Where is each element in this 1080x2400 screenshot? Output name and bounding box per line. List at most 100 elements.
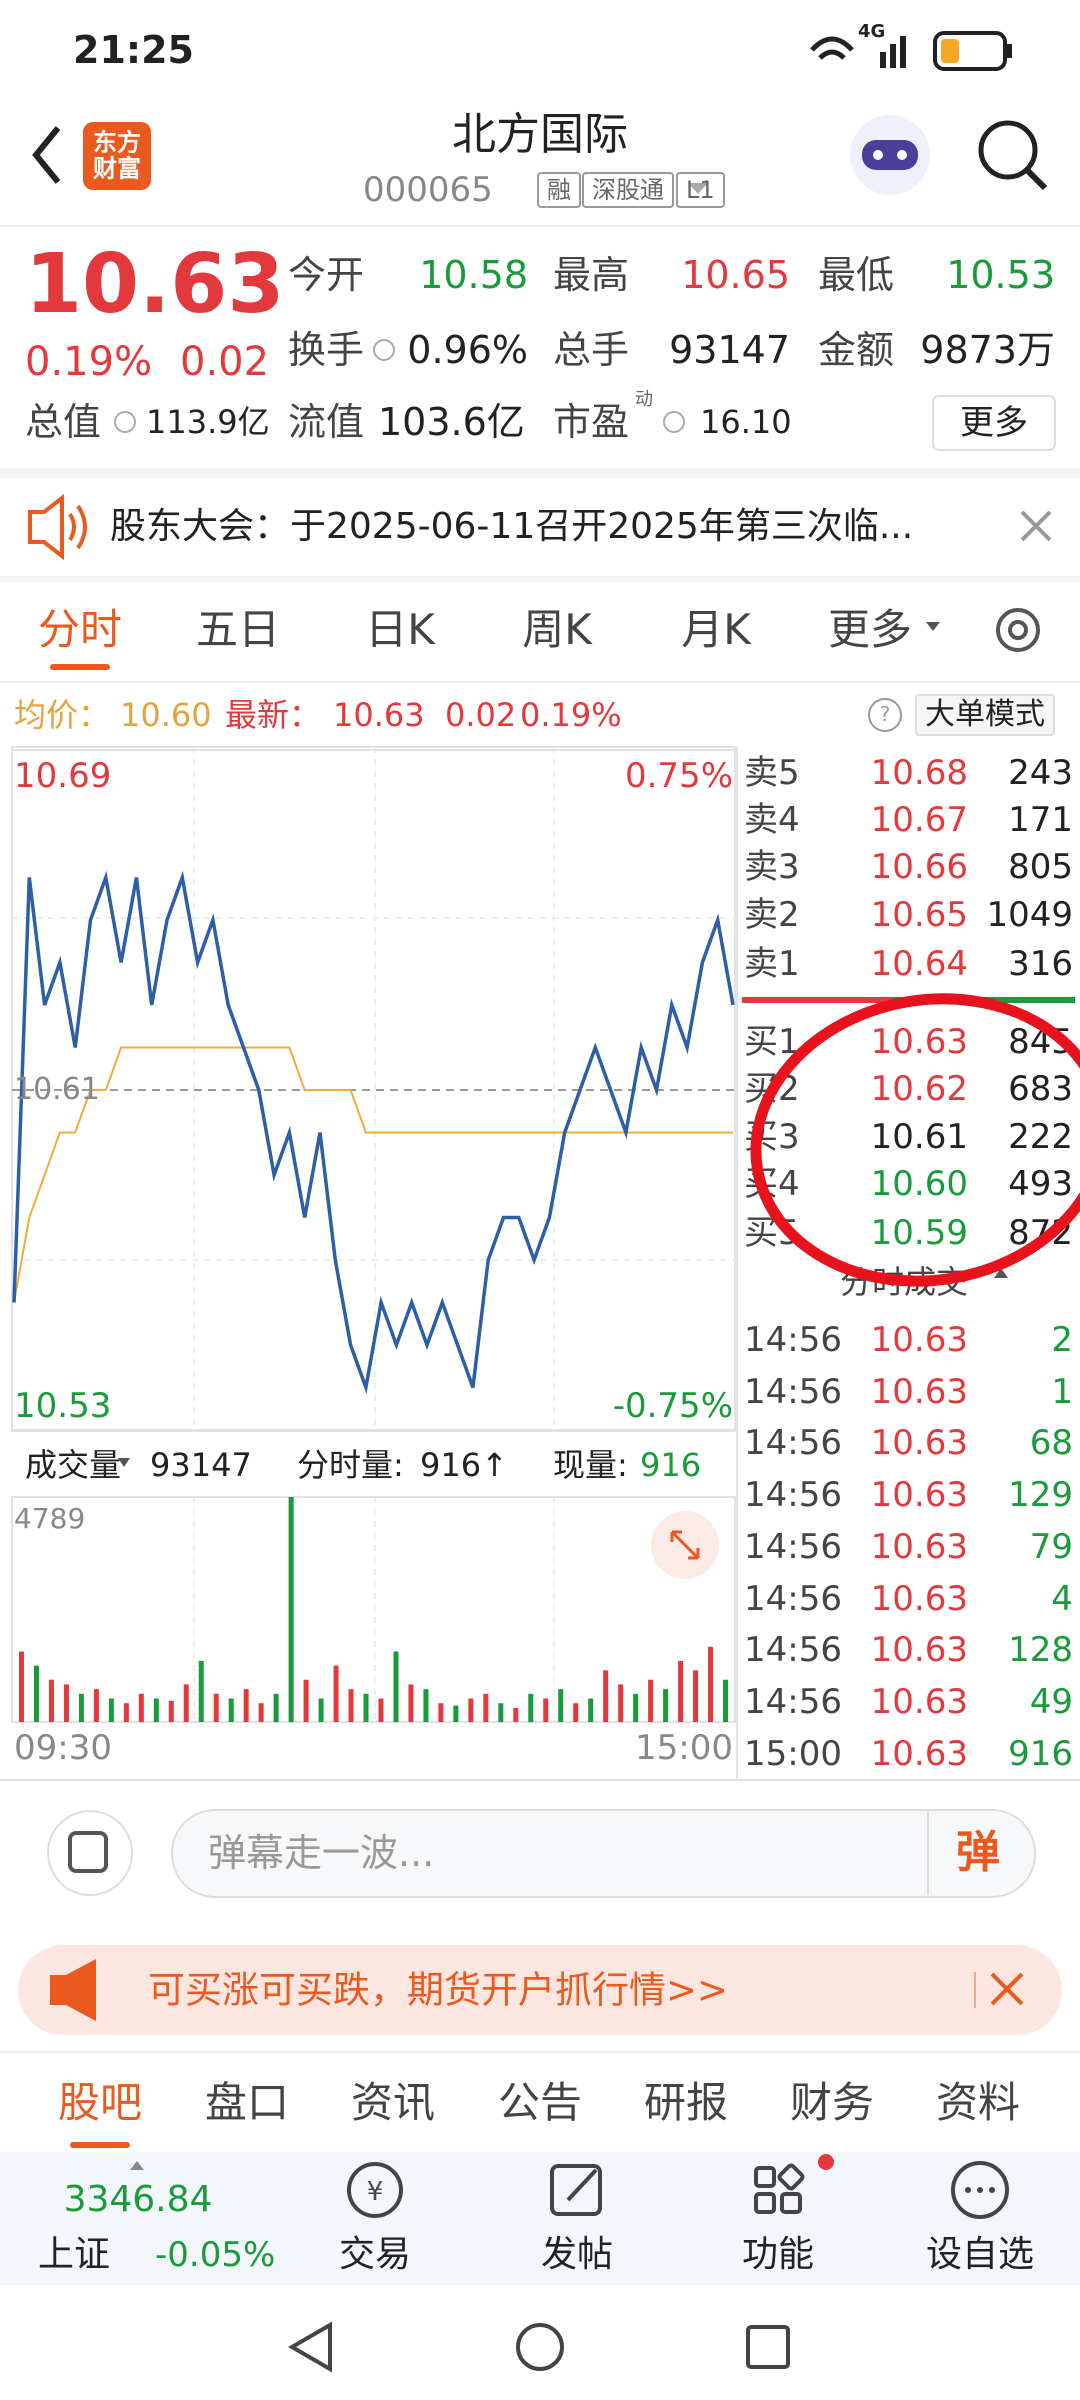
nav-back[interactable] [288, 2321, 332, 2373]
watchlist-icon[interactable] [951, 2161, 1009, 2219]
trade-time: 14:56 [744, 1526, 842, 1567]
content-tab[interactable]: 股吧 [57, 2078, 143, 2127]
field-value: 0.96% [407, 328, 528, 372]
speaker-icon [28, 493, 64, 561]
danmaku-button[interactable]: 弹 [956, 1827, 1000, 1878]
chart-tab[interactable]: 分时 [37, 605, 123, 654]
more-button-label[interactable]: 更多 [960, 403, 1028, 443]
volume-label: 成交量 [25, 1446, 122, 1484]
volume-bar [153, 1698, 159, 1722]
field-label: 最高 [553, 253, 630, 297]
volume-bar [168, 1700, 174, 1722]
volume-bar [258, 1703, 264, 1722]
trade-qty: 4 [1051, 1578, 1073, 1619]
chart-tab[interactable]: 五日 [195, 605, 281, 654]
trade-icon[interactable] [347, 2162, 403, 2218]
volume-bar [723, 1679, 729, 1722]
content-tab[interactable]: 财务 [789, 2078, 875, 2127]
index-value[interactable]: 3346.84 [63, 2179, 213, 2220]
trade-price: 10.63 [870, 1578, 968, 1619]
volume-tick-label: 4789 [14, 1502, 86, 1535]
close-ad[interactable] [990, 1972, 1024, 2006]
nav-item[interactable]: 交易 [338, 2234, 412, 2275]
battery-level [941, 39, 959, 63]
post-icon[interactable] [550, 2164, 602, 2216]
book-qty: 493 [1008, 1164, 1073, 1204]
chart-tab[interactable]: 月K [681, 605, 751, 654]
volume-bar [648, 1679, 654, 1722]
content-tab[interactable]: 研报 [643, 2078, 729, 2127]
content-tab[interactable]: 盘口 [204, 2078, 290, 2127]
chart-tab[interactable]: 周K [522, 605, 592, 654]
ad-text[interactable]: 可买涨可买跌，期货开户抓行情>> [148, 1968, 729, 2012]
trade-qty: 68 [1029, 1423, 1073, 1464]
volume-bar [33, 1665, 39, 1722]
book-price: 10.59 [870, 1213, 968, 1253]
index-name[interactable]: 上证 [38, 2234, 111, 2275]
volume-bar [468, 1698, 474, 1722]
settings-button[interactable] [996, 608, 1040, 652]
danmaku-toggle[interactable] [47, 1810, 133, 1896]
big-order-mode[interactable]: 大单模式 [915, 694, 1055, 736]
volume-bar [48, 1679, 54, 1722]
chart-tab[interactable]: 更多 [827, 605, 913, 654]
close-notice[interactable] [1020, 510, 1052, 542]
red-circle-annotation [750, 993, 1080, 1287]
tab-underline [50, 664, 110, 670]
nav-recent[interactable] [746, 2325, 790, 2369]
book-label: 卖5 [744, 753, 800, 793]
trade-qty: 129 [1008, 1475, 1073, 1516]
svg-text:¥: ¥ [367, 2177, 384, 2207]
volume-bar [123, 1703, 129, 1722]
trade-time: 14:56 [744, 1423, 842, 1464]
volume-bar [543, 1698, 549, 1722]
nav-item[interactable]: 功能 [741, 2234, 815, 2275]
comment-input[interactable] [171, 1809, 1036, 1898]
volume-bar [273, 1693, 279, 1722]
volume-bar [528, 1693, 534, 1722]
volume-bar [363, 1693, 369, 1722]
nav-item[interactable]: 设自选 [925, 2234, 1035, 2275]
search-button[interactable] [978, 120, 1038, 180]
trade-qty: 128 [1008, 1630, 1073, 1671]
y2-tick-label: 0.75% [624, 756, 733, 796]
logo-text: 东方财富 [93, 128, 141, 183]
book-price: 10.60 [870, 1164, 968, 1204]
content-tab[interactable]: 资料 [935, 2078, 1021, 2127]
book-qty: 683 [1008, 1069, 1073, 1109]
content-tab[interactable]: 资讯 [350, 2078, 436, 2127]
function-icon[interactable] [754, 2163, 805, 2214]
back-button[interactable] [32, 126, 61, 184]
trade-price: 10.63 [870, 1423, 968, 1464]
trade-price: 10.63 [870, 1630, 968, 1671]
volume-bar [348, 1689, 354, 1722]
more-button[interactable] [932, 395, 1056, 451]
nav-item[interactable]: 发帖 [540, 2234, 614, 2275]
avg-label: 均价： [14, 696, 111, 734]
field-value: 93147 [669, 328, 790, 372]
volume-bar [393, 1651, 399, 1722]
volume-bar [438, 1703, 444, 1722]
field-label: 金额 [818, 328, 895, 372]
ad-banner[interactable] [18, 1945, 1062, 2035]
content-tab[interactable]: 公告 [497, 2078, 583, 2127]
trade-qty: 79 [1029, 1526, 1073, 1567]
book-label: 买1 [744, 1022, 800, 1062]
book-price: 10.64 [870, 944, 968, 984]
network-type: 4G [858, 21, 886, 42]
dropdown-icon[interactable] [688, 183, 708, 194]
badge: 深股通 [582, 172, 674, 208]
volume-bar [678, 1660, 684, 1722]
volume-bar [693, 1670, 699, 1722]
volume-bar [333, 1665, 339, 1722]
volume-bar [618, 1684, 624, 1722]
book-label: 卖2 [744, 895, 800, 935]
field-label: 总值 [25, 400, 102, 444]
nav-home[interactable] [516, 2323, 564, 2371]
chart-tab[interactable]: 日K [365, 605, 435, 654]
current-volume: 916 [640, 1446, 702, 1484]
comment-placeholder[interactable]: 弹幕走一波... [208, 1831, 435, 1875]
